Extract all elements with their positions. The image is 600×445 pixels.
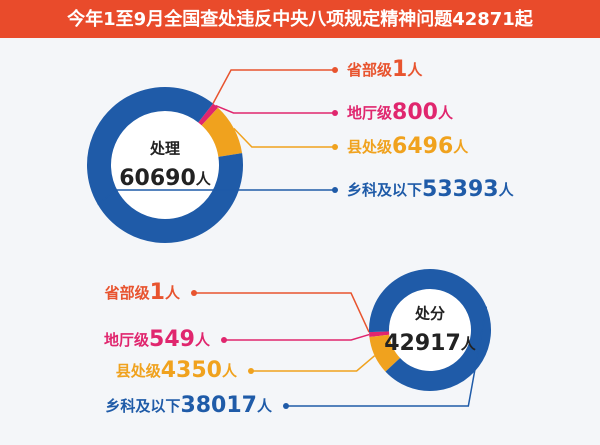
segment-label: 县处级6496人 [347,134,469,159]
segment-value: 53393 [422,177,499,202]
segment-label: 乡科及以下38017人 [105,393,273,418]
header-title: 今年1至9月全国查处违反中央八项规定精神问题42871起 [67,8,534,30]
segment-label: 乡科及以下53393人 [347,177,515,202]
segment-category: 县处级 [116,362,162,380]
segment-label: 县处级4350人 [116,358,238,383]
segment-value: 800 [392,100,438,125]
segment-category: 县处级 [347,138,393,156]
segment-value: 1 [150,280,165,305]
leader-line [97,189,335,206]
donut-segment [369,269,491,391]
segment-value: 1 [392,57,407,82]
leader-dot [283,403,289,409]
center-total-value: 42917 [384,331,461,356]
segment-category: 省部级 [104,284,151,302]
segment-category: 地厅级 [347,104,393,122]
leader-line [194,292,370,333]
center-total: 42917人 [384,331,477,356]
leader-line [224,333,370,341]
center-label: 处理 [149,140,180,158]
segment-label: 省部级1人 [346,57,423,82]
segment-unit: 人 [165,284,181,302]
leader-dot [332,110,338,116]
segment-category: 省部级 [346,61,393,79]
leader-line [251,355,376,372]
segment-unit: 人 [222,362,238,380]
leader-line [286,306,488,407]
segment-category: 乡科及以下 [105,397,180,415]
segment-value: 38017 [180,393,257,418]
center-total-value: 60690 [119,166,196,191]
segment-unit: 人 [257,397,273,415]
segment-category: 乡科及以下 [347,181,422,199]
donut-segment [369,334,401,372]
segment-value: 4350 [161,358,222,383]
center-label: 处分 [414,305,445,323]
segment-label: 地厅级549人 [104,327,211,352]
donut-hole [111,111,219,219]
segment-category: 地厅级 [104,331,150,349]
donut-hole [389,289,471,371]
leader-dot [248,368,254,374]
segment-value: 6496 [392,134,453,159]
leader-dot [221,337,227,343]
segment-unit: 人 [195,331,211,349]
segment-label: 省部级1人 [104,280,181,305]
leader-dot [332,144,338,150]
leader-dot [191,290,197,296]
leader-dot [332,67,338,73]
segment-unit: 人 [407,61,423,79]
center-total: 60690人 [119,166,212,191]
segment-value: 549 [149,327,195,352]
leader-line [212,69,335,104]
leader-line [233,127,335,148]
segment-unit: 人 [438,104,454,122]
donut-segment [201,107,243,158]
segment-unit: 人 [499,181,515,199]
leader-line [215,104,335,114]
donut-segment [87,87,243,243]
donut-segment [198,103,218,126]
leader-dot [332,187,338,193]
header-band [0,0,600,38]
segment-label: 地厅级800人 [347,100,454,125]
center-total-unit: 人 [196,170,212,188]
center-total-unit: 人 [461,335,477,353]
segment-unit: 人 [453,138,469,156]
